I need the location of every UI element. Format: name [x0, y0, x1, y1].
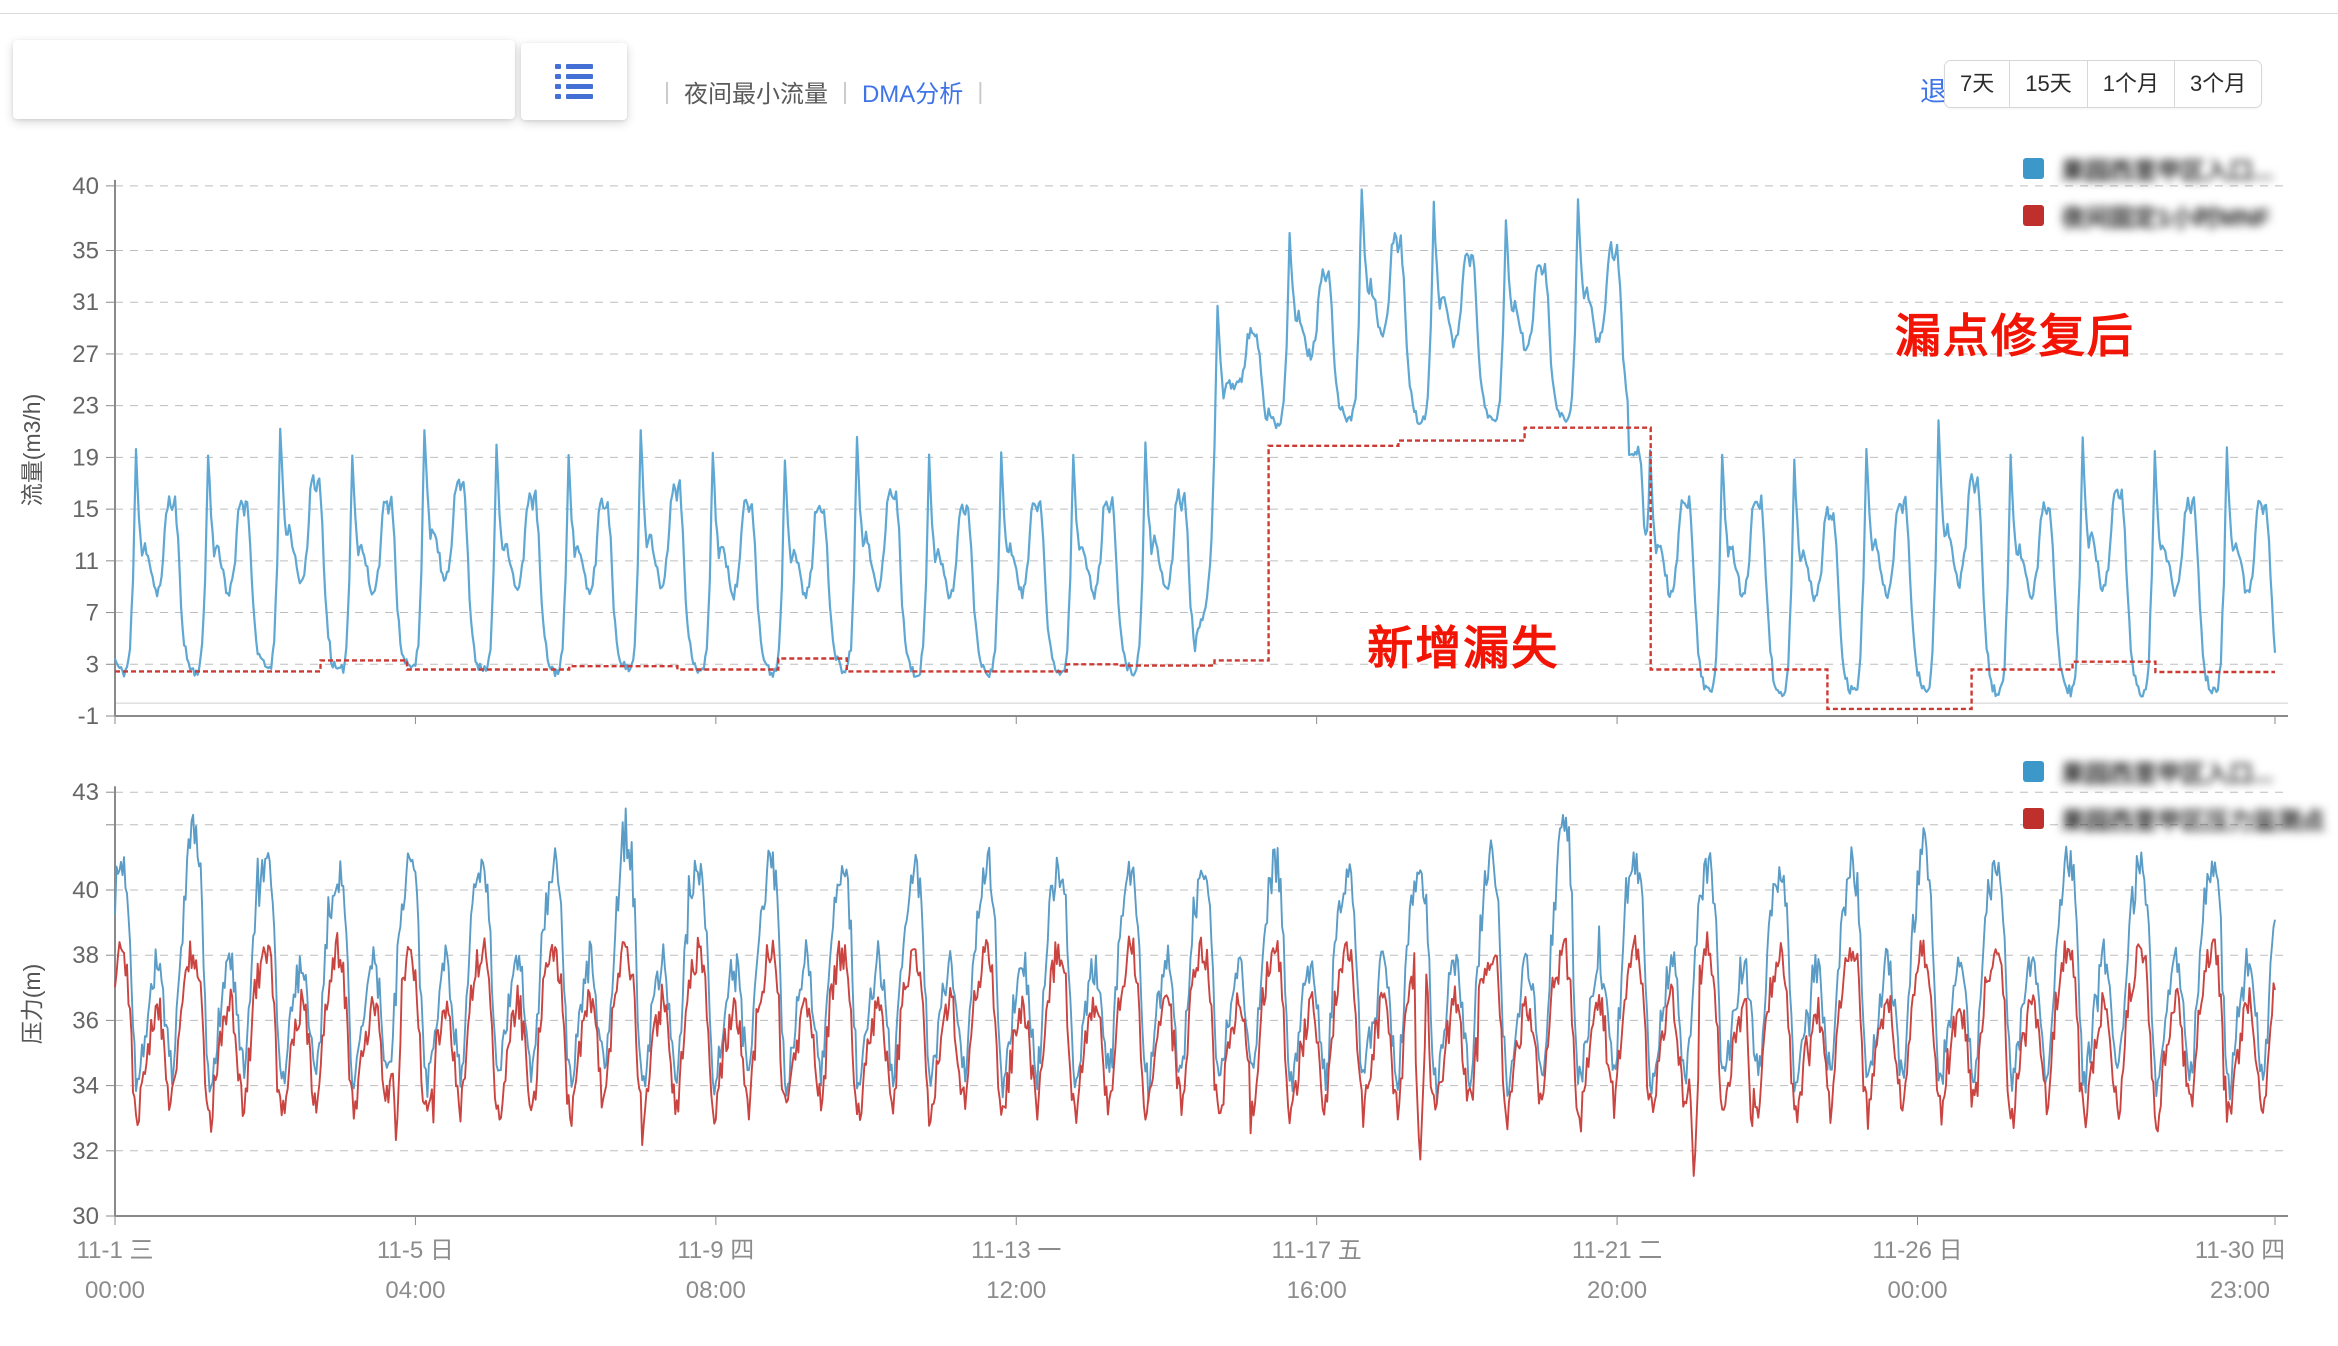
- range-button-7d[interactable]: 7天: [1945, 61, 2010, 107]
- legend-swatch-red: [2023, 807, 2044, 829]
- legend-label: 夜间固定1小时MNF: [2061, 204, 2271, 232]
- pressure-y-tick-label: 34: [72, 1073, 99, 1100]
- tab-night-min-flow[interactable]: 夜间最小流量: [683, 81, 828, 108]
- flow-y-tick-label: 23: [72, 393, 99, 420]
- top-divider: [0, 13, 2338, 14]
- range-button-1m[interactable]: 1个月: [2086, 61, 2174, 107]
- x-tick-date: 11-17 五: [1272, 1237, 1362, 1264]
- tab-bar: | 夜间最小流量 | DMA分析 |: [650, 74, 997, 109]
- pressure-y-tick-label: 36: [72, 1007, 99, 1034]
- flow-chart-legend: 果园西里甲区入口... 夜间固定1小时MNF: [2023, 156, 2273, 250]
- legend-label: 果园西里甲区压力监测点: [2061, 807, 2325, 835]
- x-tick-time: 00:00: [1887, 1277, 1947, 1304]
- flow-series-inlet[interactable]: [113, 188, 2277, 698]
- pressure-y-tick-label: 30: [72, 1203, 99, 1230]
- back-link[interactable]: 退: [1920, 77, 1947, 107]
- legend-swatch-red: [2023, 204, 2044, 226]
- legend-list-button[interactable]: [521, 43, 627, 120]
- flow-y-tick-label: 15: [72, 496, 99, 523]
- x-tick-time: 08:00: [686, 1277, 746, 1304]
- pressure-axis-title: 压力(m): [19, 964, 45, 1044]
- pressure-y-tick-label: 38: [72, 942, 99, 969]
- x-tick-time: 23:00: [2210, 1277, 2270, 1304]
- legend-swatch-blue: [2023, 157, 2044, 179]
- flow-y-tick-label: 31: [72, 289, 99, 316]
- x-tick-time: 12:00: [986, 1277, 1046, 1304]
- flow-y-tick-label: -1: [78, 703, 99, 730]
- x-tick-date: 11-1 三: [77, 1237, 154, 1264]
- x-tick-date: 11-21 二: [1572, 1237, 1662, 1264]
- range-button-15d[interactable]: 15天: [2009, 61, 2087, 107]
- flow-axis-title: 流量(m3/h): [19, 394, 45, 506]
- x-tick-date: 11-30 四: [2195, 1237, 2285, 1264]
- x-tick-date: 11-13 一: [971, 1237, 1061, 1264]
- flow-y-tick-label: 3: [86, 651, 99, 678]
- legend-label: 果园西里甲区入口...: [2061, 760, 2274, 788]
- x-tick-date: 11-9 四: [677, 1237, 754, 1264]
- pressure-series-monitor[interactable]: [114, 931, 2276, 1177]
- legend-item-mnf[interactable]: 夜间固定1小时MNF: [2023, 203, 2273, 232]
- x-tick-date: 11-5 日: [377, 1237, 454, 1264]
- tab-separator: |: [664, 78, 670, 104]
- list-icon: [555, 64, 593, 99]
- legend-item-pressure-inlet[interactable]: 果园西里甲区入口...: [2023, 759, 2325, 788]
- flow-y-tick-label: 11: [74, 548, 99, 575]
- pressure-series-inlet[interactable]: [114, 807, 2276, 1103]
- annotation-new-leak: 新增漏失: [1367, 621, 1560, 674]
- x-tick-time: 04:00: [385, 1277, 445, 1304]
- pressure-y-tick-label: 32: [72, 1138, 99, 1165]
- x-tick-time: 00:00: [85, 1277, 145, 1304]
- flow-series-mnf[interactable]: [115, 426, 2275, 711]
- range-button-3m[interactable]: 3个月: [2173, 61, 2262, 107]
- x-tick-date: 11-26 日: [1872, 1237, 1962, 1264]
- tab-separator: |: [841, 78, 848, 104]
- tab-separator: |: [977, 78, 984, 104]
- pressure-chart-legend: 果园西里甲区入口... 果园西里甲区压力监测点: [2023, 759, 2325, 853]
- flow-y-tick-label: 40: [72, 173, 99, 200]
- legend-swatch-blue: [2023, 760, 2044, 782]
- pressure-y-tick-label: 43: [72, 779, 99, 806]
- info-card: [13, 40, 515, 119]
- legend-label: 果园西里甲区入口...: [2061, 157, 2274, 185]
- flow-y-tick-label: 7: [86, 600, 99, 627]
- pressure-y-tick-label: 40: [72, 877, 99, 904]
- range-button-group: 7天 15天 1个月 3个月: [1944, 60, 2263, 108]
- x-tick-time: 16:00: [1287, 1277, 1347, 1304]
- legend-item-flow-inlet[interactable]: 果园西里甲区入口...: [2023, 156, 2273, 185]
- annotation-after-leak-repair: 漏点修复后: [1894, 310, 2135, 363]
- x-tick-time: 20:00: [1587, 1277, 1647, 1304]
- flow-y-tick-label: 27: [72, 341, 99, 368]
- flow-y-tick-label: 35: [72, 238, 99, 265]
- flow-y-tick-label: 19: [72, 444, 99, 471]
- legend-item-pressure-monitor[interactable]: 果园西里甲区压力监测点: [2023, 806, 2325, 835]
- tab-dma-analysis[interactable]: DMA分析: [861, 81, 964, 108]
